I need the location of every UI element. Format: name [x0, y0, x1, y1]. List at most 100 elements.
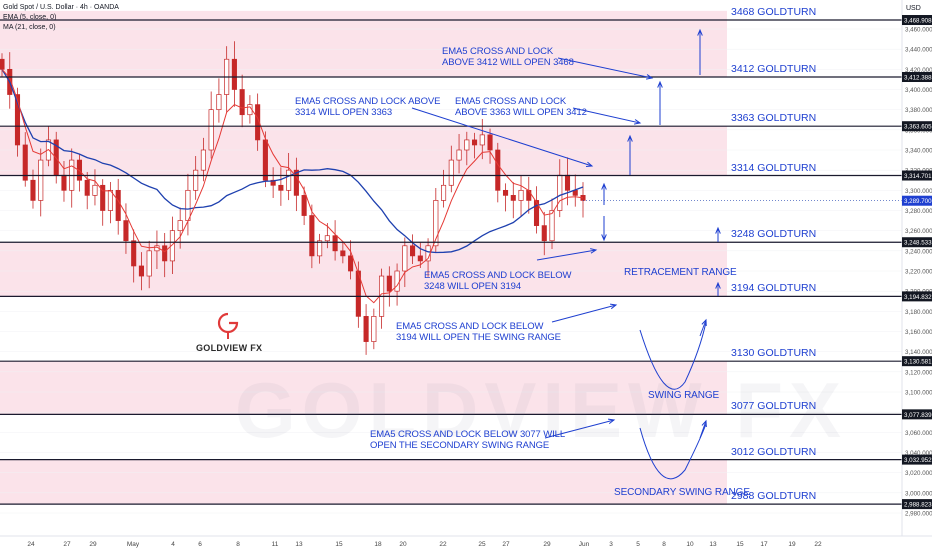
candle-body	[394, 270, 400, 292]
candle-body	[479, 134, 485, 146]
time-tick-label: 15	[736, 541, 744, 548]
candle-body	[123, 220, 129, 242]
candle-body	[115, 189, 121, 221]
level-label: 3363 GOLDTURN	[731, 112, 817, 125]
level-price-tag-text: 3,194.832	[904, 294, 932, 301]
candle-body	[386, 275, 392, 292]
price-tick-label: 3,460.000	[905, 27, 932, 34]
candle-body	[518, 189, 524, 201]
candle-body	[0, 58, 5, 70]
candle-body	[502, 189, 509, 196]
annotation-line: EMA5 CROSS AND LOCK BELOW	[396, 321, 544, 332]
candle-body	[61, 174, 67, 191]
candle-body	[131, 240, 137, 267]
level-label: 3412 GOLDTURN	[731, 63, 817, 75]
candle-body	[193, 169, 199, 191]
time-tick-label: 18	[374, 541, 382, 548]
currency-label: USD	[906, 5, 921, 12]
candle-body	[22, 144, 28, 181]
time-tick-label: 24	[27, 541, 35, 548]
arrow-to-3194	[551, 304, 617, 323]
candle-body	[84, 179, 90, 196]
time-tick-label: 22	[439, 541, 447, 548]
candle-body	[169, 230, 175, 262]
candle-body	[231, 58, 237, 90]
price-tick-label: 3,220.000	[905, 269, 932, 276]
price-tick-label: 3,100.000	[905, 390, 932, 397]
time-tick-label: 25	[478, 541, 486, 548]
time-tick-label: 5	[636, 541, 640, 548]
candle-body	[185, 189, 191, 221]
level-price-tag	[902, 454, 932, 465]
candle-body	[30, 179, 36, 201]
ma-legend[interactable]: MA (21, close, 0)	[3, 24, 56, 31]
time-tick-label: 19	[788, 541, 796, 548]
grid-layer	[0, 28, 902, 514]
ema-legend[interactable]: EMA (5, close, 0)	[3, 14, 57, 21]
time-tick-label: 10	[686, 541, 694, 548]
pink-zone	[0, 361, 727, 415]
annotation-ema5-3077: EMA5 CROSS AND LOCK BELOW 3077 WILL OPEN…	[370, 429, 565, 451]
level-price-tag	[902, 291, 932, 302]
time-axis[interactable]: 24 27 29 May 4 6 8 11 13 15 18 20 22 25 27 29 Jun 3 5 8 10 13…	[0, 535, 932, 548]
price-tick-label: 3,260.000	[905, 228, 932, 235]
annotation-line: 3314 WILL OPEN 3363	[295, 107, 393, 118]
candle-body	[301, 195, 307, 216]
price-tick-label: 3,060.000	[905, 430, 932, 437]
time-tick-label: 20	[399, 541, 407, 548]
level-price-tag	[902, 409, 932, 420]
level-price-tag	[902, 72, 932, 83]
time-tick-label: 29	[543, 541, 551, 548]
price-tick-label: 3,420.000	[905, 67, 932, 74]
arrow-up-3314-head	[601, 182, 607, 190]
arrow-to-3363-head	[634, 119, 642, 125]
time-tick-label: 13	[295, 541, 303, 548]
candle-body	[464, 139, 470, 151]
annotation-ema5-3194: EMA5 CROSS AND LOCK BELOW 3194 WILL OPEN…	[396, 321, 561, 343]
arrow-to-3194-head	[609, 303, 618, 310]
arrow-up-3412-head	[657, 80, 663, 88]
ema5-line	[1, 68, 584, 304]
annotation-line: 3194 WILL OPEN THE SWING RANGE	[396, 332, 561, 343]
arrow-to-3412	[557, 57, 653, 79]
price-tick-label: 3,300.000	[905, 188, 932, 195]
candle-body	[270, 179, 276, 186]
annotation-line: EMA5 CROSS AND LOCK ABOVE	[295, 96, 441, 107]
indicators-layer	[1, 68, 584, 304]
arrow-to-3363	[572, 107, 641, 124]
candle-body	[286, 169, 292, 191]
goldview-g-logo-icon	[217, 312, 239, 339]
current-price-tag	[902, 195, 932, 206]
price-tick-label: 3,240.000	[905, 248, 932, 255]
candle-body	[510, 195, 516, 201]
annotation-line: ABOVE 3412 WILL OPEN 3468	[442, 57, 574, 68]
time-tick-label: 15	[335, 541, 343, 548]
candle-body	[340, 250, 346, 257]
level-price-tag-text: 3,248.533	[904, 240, 932, 247]
time-tick-label: 8	[236, 541, 240, 548]
candle-body	[371, 316, 377, 342]
candle-body	[317, 240, 323, 257]
price-axis[interactable]: 3,460.000 3,440.000 3,420.000 3,400.000 3,38…	[901, 0, 932, 536]
time-tick-label: 4	[171, 541, 175, 548]
level-price-tag-text: 3,032.952	[904, 457, 932, 464]
candle-body	[526, 189, 532, 201]
symbol-legend[interactable]: Gold Spot / U.S. Dollar · 4h · OANDA	[3, 4, 119, 11]
candle-body	[138, 265, 144, 277]
candle-body	[177, 220, 183, 232]
swing-range-label: SWING RANGE	[648, 390, 720, 401]
pink-zone	[0, 126, 727, 176]
candle-body	[162, 245, 168, 262]
arrow-up-3468-head	[697, 28, 703, 36]
price-tick-label: 3,440.000	[905, 47, 932, 54]
candle-body	[549, 210, 555, 242]
candle-body	[433, 200, 439, 247]
time-tick-label: 27	[63, 541, 71, 548]
level-label: 3248 GOLDTURN	[731, 228, 817, 241]
level-price-tag	[902, 121, 932, 132]
price-tick-label: 3,340.000	[905, 148, 932, 155]
pink-zone	[0, 10, 727, 78]
level-label: 3194 GOLDTURN	[731, 282, 817, 295]
candle-body	[557, 174, 563, 211]
